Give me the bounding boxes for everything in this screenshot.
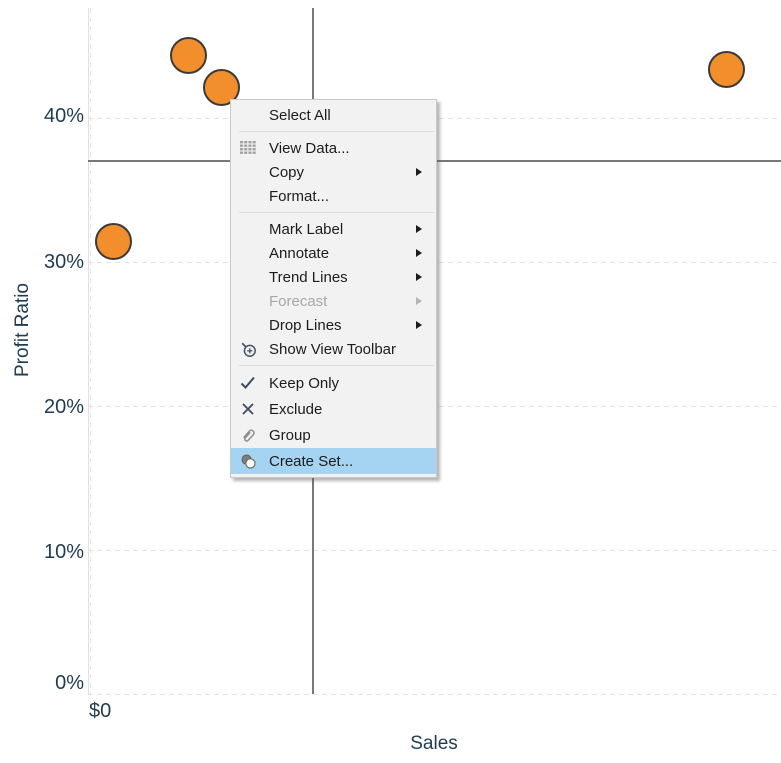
- magnifier-plus-icon: [239, 340, 257, 358]
- menu-item-trend-lines[interactable]: Trend Lines: [231, 265, 436, 289]
- context-menu: Select All View Data... Copy Format... Mark …: [230, 99, 437, 478]
- submenu-arrow-icon: [416, 273, 422, 281]
- menu-item-annotate[interactable]: Annotate: [231, 241, 436, 265]
- menu-item-view-data[interactable]: View Data...: [231, 136, 436, 160]
- menu-item-label: Exclude: [269, 400, 323, 418]
- data-point[interactable]: [170, 37, 208, 75]
- icon-spacer: [239, 163, 257, 181]
- menu-separator: [239, 365, 434, 366]
- menu-item-label: Keep Only: [269, 374, 340, 392]
- menu-item-keep-only[interactable]: Keep Only: [231, 370, 436, 396]
- menu-item-label: Format...: [269, 187, 330, 205]
- menu-item-label: Trend Lines: [269, 268, 348, 286]
- icon-spacer: [239, 106, 257, 124]
- menu-item-label: Copy: [269, 163, 305, 181]
- menu-item-label: View Data...: [269, 139, 350, 157]
- y-tick-label: 0%: [55, 672, 84, 694]
- y-gridline: [88, 550, 781, 551]
- menu-item-forecast[interactable]: Forecast: [231, 289, 436, 313]
- x-gridline: [90, 8, 92, 694]
- menu-item-drop-lines[interactable]: Drop Lines: [231, 313, 436, 337]
- submenu-arrow-icon: [416, 168, 422, 176]
- menu-item-create-set[interactable]: Create Set...: [231, 448, 436, 474]
- menu-item-mark-label[interactable]: Mark Label: [231, 217, 436, 241]
- y-tick-label: 30%: [43, 251, 84, 273]
- menu-item-label: Annotate: [269, 244, 330, 262]
- y-tick-label: 20%: [43, 396, 84, 418]
- y-tick-label: 40%: [43, 105, 84, 127]
- y-axis-title: Profit Ratio: [12, 283, 33, 377]
- x-axis-title: Sales: [410, 733, 458, 754]
- y-tick-label: 10%: [43, 541, 84, 563]
- submenu-arrow-icon: [416, 225, 422, 233]
- data-point[interactable]: [707, 51, 745, 89]
- menu-item-label: Drop Lines: [269, 316, 342, 334]
- icon-spacer: [239, 244, 257, 262]
- icon-spacer: [239, 316, 257, 334]
- icon-spacer: [239, 220, 257, 238]
- menu-section: View Data... Copy Format...: [231, 136, 436, 208]
- submenu-arrow-icon: [416, 297, 422, 305]
- x-mark-icon: [239, 400, 257, 418]
- menu-section: Keep Only Exclude Group Create Set...: [231, 370, 436, 474]
- menu-item-group[interactable]: Group: [231, 422, 436, 448]
- paperclip-icon: [239, 426, 257, 444]
- menu-item-label: Show View Toolbar: [269, 340, 397, 358]
- y-gridline: [88, 694, 781, 695]
- y-axis-line: [88, 8, 89, 694]
- x-tick-label: $0: [88, 700, 112, 722]
- menu-separator: [239, 131, 434, 132]
- menu-item-label: Forecast: [269, 292, 328, 310]
- data-point[interactable]: [95, 222, 133, 260]
- submenu-arrow-icon: [416, 321, 422, 329]
- menu-item-exclude[interactable]: Exclude: [231, 396, 436, 422]
- icon-spacer: [239, 187, 257, 205]
- icon-spacer: [239, 268, 257, 286]
- icon-spacer: [239, 292, 257, 310]
- checkmark-icon: [239, 374, 257, 392]
- submenu-arrow-icon: [416, 249, 422, 257]
- menu-item-show-view-toolbar[interactable]: Show View Toolbar: [231, 337, 436, 361]
- menu-item-label: Mark Label: [269, 220, 344, 238]
- menu-section: Select All: [231, 103, 436, 127]
- menu-item-label: Group: [269, 426, 311, 444]
- menu-section: Mark Label Annotate Trend Lines Forecast Dro…: [231, 217, 436, 361]
- menu-item-select-all[interactable]: Select All: [231, 103, 436, 127]
- menu-separator: [239, 212, 434, 213]
- create-set-icon: [239, 452, 257, 470]
- view-data-grid-icon: [239, 139, 257, 157]
- menu-item-label: Create Set...: [269, 452, 354, 470]
- menu-item-copy[interactable]: Copy: [231, 160, 436, 184]
- menu-item-format[interactable]: Format...: [231, 184, 436, 208]
- menu-item-label: Select All: [269, 106, 331, 124]
